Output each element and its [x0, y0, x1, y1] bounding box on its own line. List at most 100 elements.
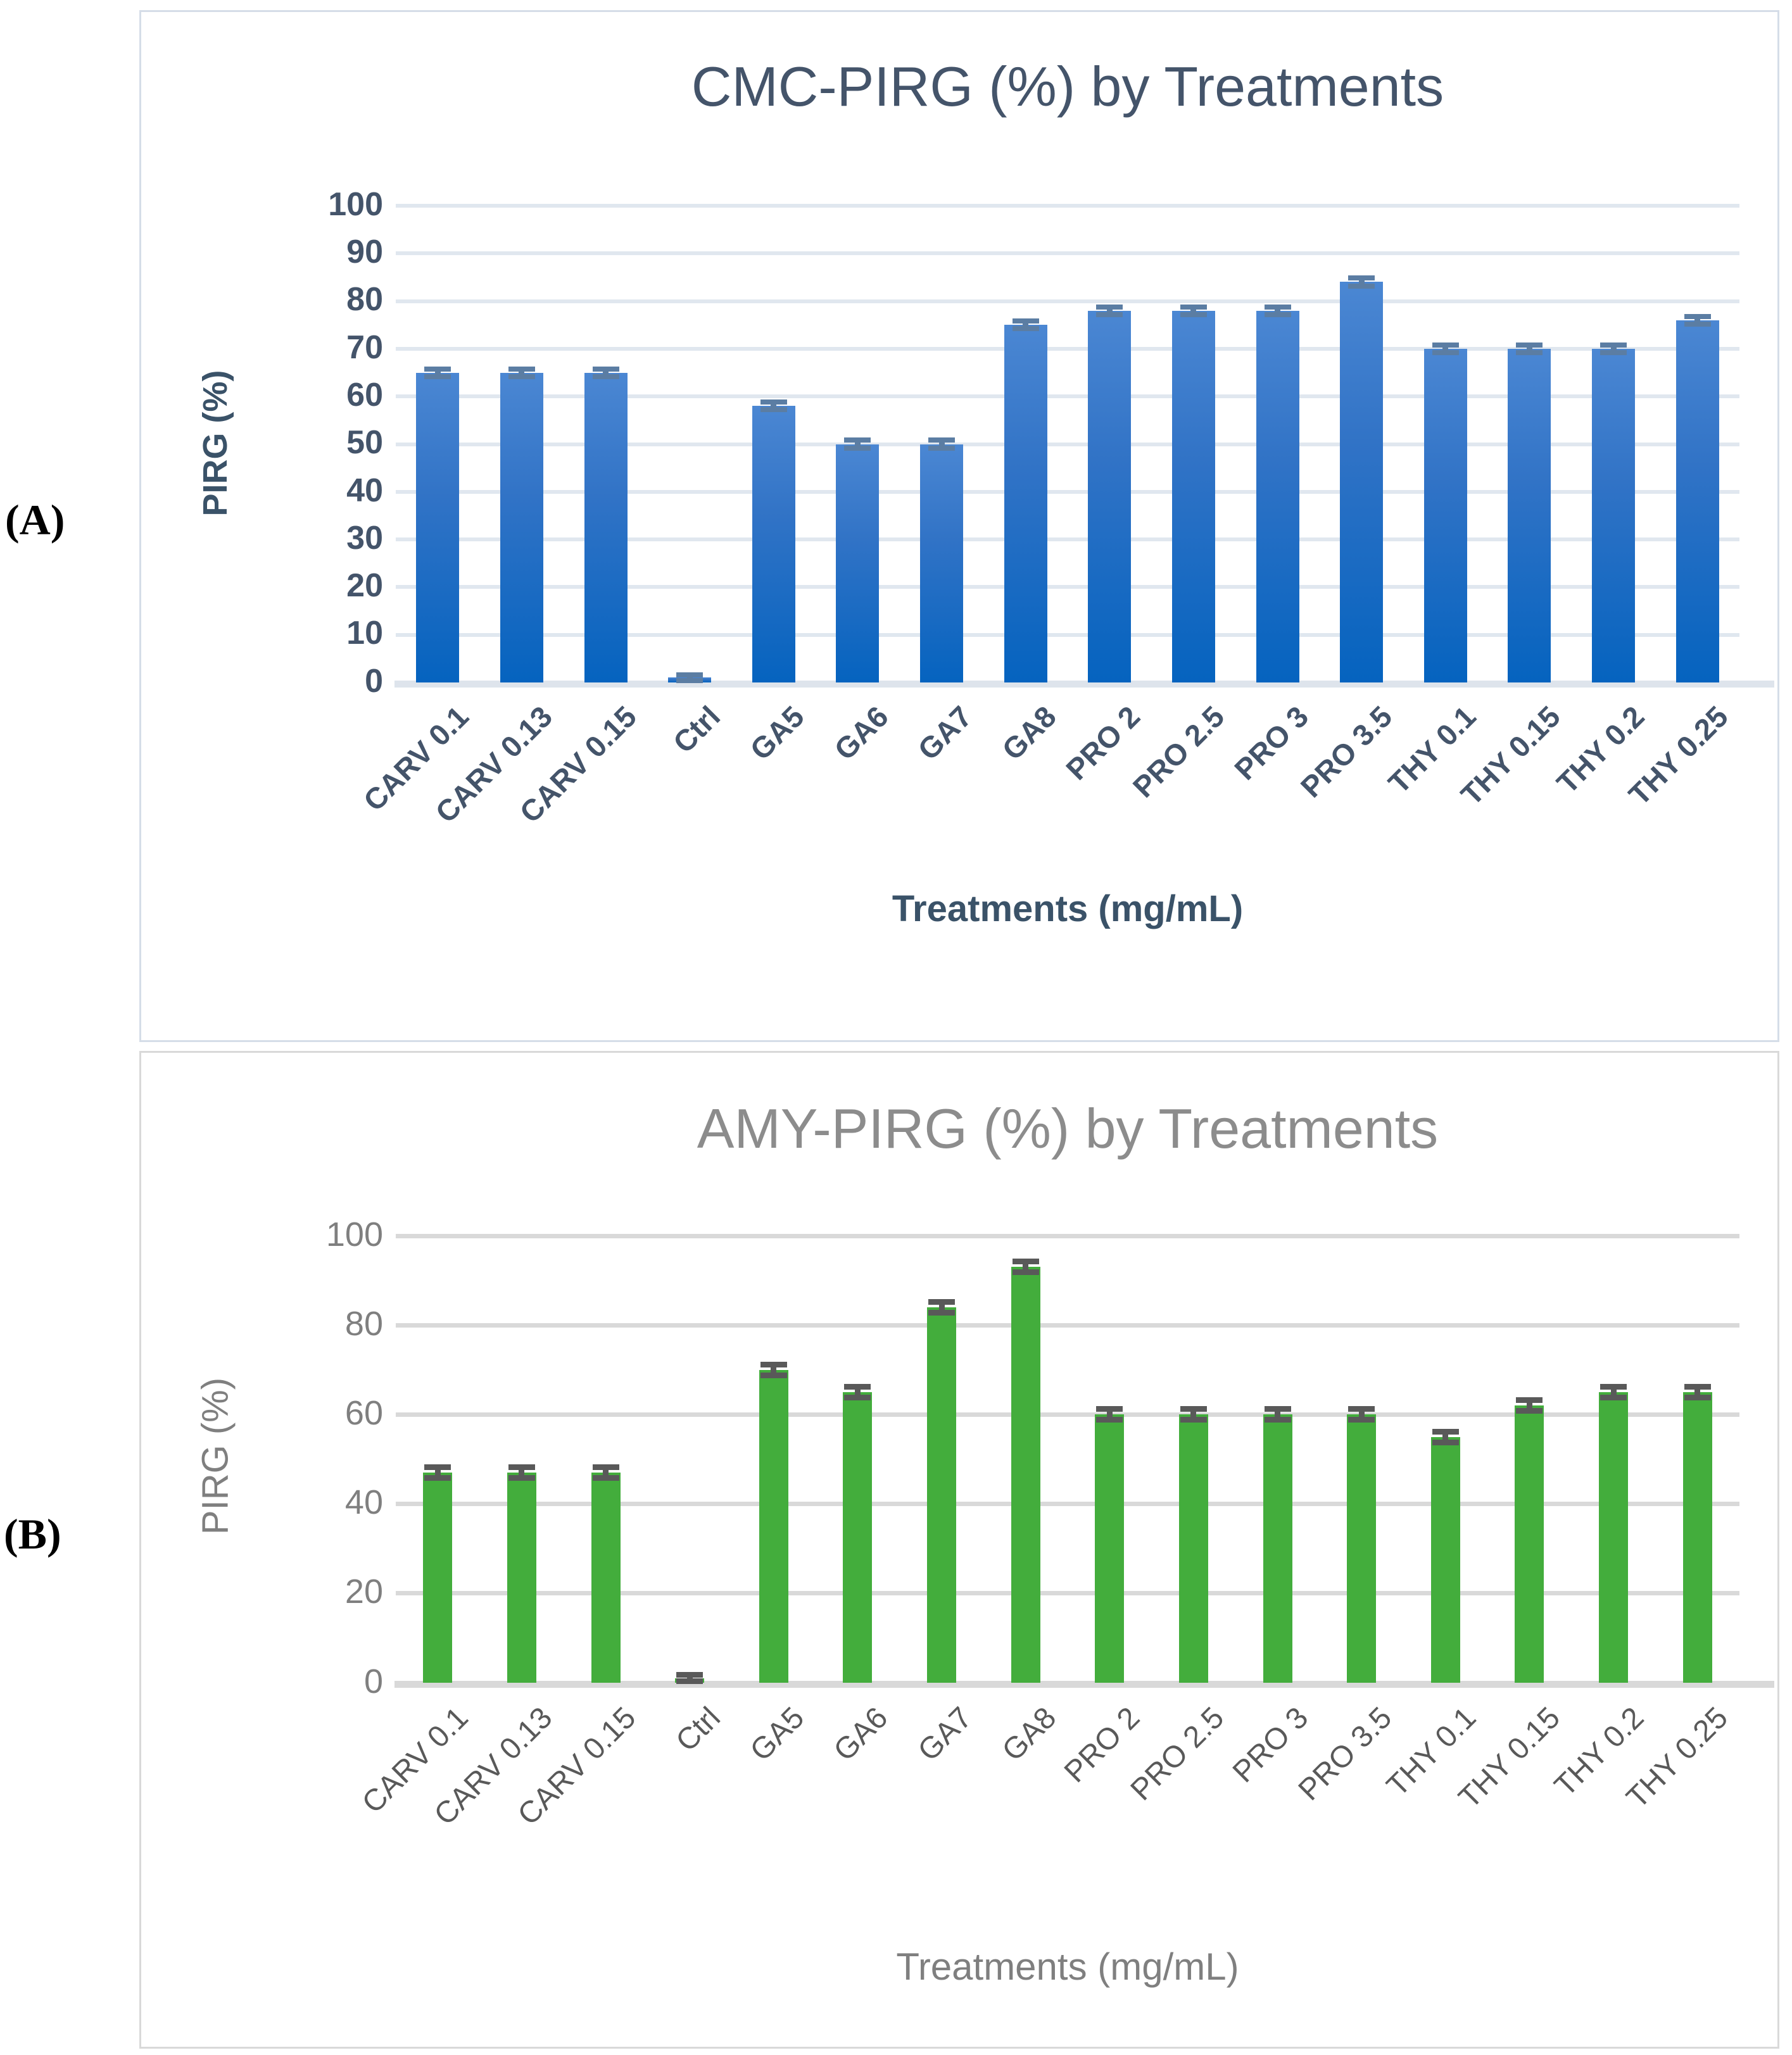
y-tick-label: 50	[346, 424, 383, 462]
cmc-chart-title: CMC-PIRG (%) by Treatments	[691, 55, 1444, 118]
error-bar-cap	[1012, 1259, 1039, 1265]
error-bar-cap	[1600, 349, 1627, 355]
bar-pro-2	[1095, 1414, 1125, 1683]
gridline	[396, 394, 1739, 399]
error-bar-cap	[1432, 1428, 1459, 1435]
error-bar-pro-3-5	[1358, 1409, 1365, 1420]
panel-b-chart-box	[139, 1051, 1779, 2049]
error-bar-cap	[760, 407, 787, 413]
gridline	[396, 299, 1739, 303]
amy-y-axis-title: PIRG (%)	[194, 1377, 236, 1535]
error-bar-thy-0-15	[1526, 344, 1532, 353]
error-bar-cap	[676, 1678, 704, 1685]
error-bar-carv-0-15	[603, 368, 609, 377]
bar-pro-3	[1263, 1414, 1292, 1683]
gridline	[396, 251, 1739, 256]
error-bar-cap	[844, 1395, 871, 1401]
error-bar-cap	[1516, 342, 1543, 348]
error-bar-cap	[1516, 1397, 1543, 1404]
y-tick-label: 60	[344, 1393, 383, 1432]
error-bar-cap	[1180, 304, 1207, 310]
error-bar-pro-2-5	[1190, 1409, 1197, 1420]
x-axis-line	[394, 681, 1774, 688]
error-bar-cap	[508, 1464, 535, 1471]
y-tick-label: 100	[328, 185, 383, 223]
error-bar-carv-0-13	[519, 368, 525, 377]
error-bar-carv-0-1	[434, 1467, 441, 1478]
error-bar-cap	[1264, 311, 1291, 317]
cmc-y-axis-title: PIRG (%)	[196, 370, 234, 517]
bar-thy-0-15	[1508, 348, 1551, 682]
error-bar-ctrl	[686, 674, 693, 681]
bar-ga8	[1011, 1267, 1040, 1683]
bar-ga6	[836, 444, 880, 682]
error-bar-cap	[1348, 1406, 1375, 1412]
error-bar-cap	[1432, 349, 1459, 355]
error-bar-pro-3	[1275, 1409, 1281, 1420]
gridline	[396, 1412, 1739, 1417]
y-tick-label: 80	[346, 281, 383, 318]
error-bar-ga5	[771, 402, 777, 410]
error-bar-cap	[508, 1475, 535, 1481]
error-bar-cap	[1432, 1439, 1459, 1445]
error-bar-carv-0-15	[603, 1467, 609, 1478]
error-bar-cap	[1348, 1417, 1375, 1423]
bar-thy-0-2	[1592, 348, 1636, 682]
error-bar-thy-0-1	[1442, 344, 1449, 353]
error-bar-thy-0-25	[1694, 316, 1701, 324]
bar-ga8	[1004, 325, 1047, 682]
error-bar-cap	[508, 366, 535, 372]
gridline	[396, 1591, 1739, 1596]
y-tick-label: 20	[346, 567, 383, 605]
cmc-x-axis-title: Treatments (mg/mL)	[892, 888, 1244, 929]
bar-pro-2-5	[1178, 1414, 1208, 1683]
error-bar-cap	[760, 1361, 787, 1367]
y-tick-label: 40	[346, 472, 383, 509]
error-bar-pro-2	[1106, 1409, 1113, 1420]
error-bar-cap	[424, 1464, 451, 1471]
error-bar-cap	[1012, 1269, 1039, 1276]
error-bar-cap	[676, 677, 704, 683]
bar-ga7	[920, 444, 964, 682]
error-bar-cap	[424, 374, 451, 379]
y-tick-label: 0	[363, 1662, 383, 1700]
error-bar-cap	[1096, 1417, 1123, 1423]
panel-a-label: (A)	[5, 496, 65, 544]
error-bar-carv-0-13	[519, 1467, 525, 1478]
error-bar-ga7	[938, 440, 945, 448]
error-bar-pro-2	[1106, 306, 1113, 315]
y-tick-label: 10	[346, 615, 383, 652]
y-tick-label: 20	[344, 1573, 383, 1611]
error-bar-cap	[1096, 1406, 1123, 1412]
error-bar-cap	[1432, 342, 1459, 348]
error-bar-pro-3-5	[1358, 278, 1365, 286]
error-bar-cap	[1096, 311, 1123, 317]
error-bar-cap	[1600, 1395, 1627, 1401]
gridline	[396, 585, 1739, 589]
error-bar-cap	[844, 1384, 871, 1390]
y-tick-label: 60	[346, 376, 383, 413]
bar-pro-2	[1088, 310, 1132, 682]
error-bar-cap	[1348, 275, 1375, 281]
amy-x-axis-title: Treatments (mg/mL)	[896, 1945, 1239, 1988]
error-bar-ga6	[854, 440, 861, 448]
bar-carv-0-15	[591, 1473, 621, 1683]
error-bar-cap	[592, 374, 619, 379]
bar-thy-0-2	[1599, 1392, 1629, 1683]
error-bar-ctrl	[686, 1675, 693, 1681]
gridline	[396, 1323, 1739, 1328]
error-bar-thy-0-1	[1442, 1431, 1449, 1443]
error-bar-cap	[760, 399, 787, 405]
bar-ga7	[927, 1307, 957, 1683]
error-bar-cap	[1684, 1395, 1711, 1401]
error-bar-cap	[1012, 318, 1039, 324]
error-bar-cap	[844, 437, 871, 443]
error-bar-thy-0-2	[1610, 344, 1617, 353]
bar-ga5	[759, 1369, 788, 1683]
error-bar-thy-0-2	[1610, 1386, 1617, 1398]
gridline	[396, 632, 1739, 637]
gridline	[396, 537, 1739, 542]
error-bar-cap	[1096, 304, 1123, 310]
bar-pro-2-5	[1171, 310, 1215, 682]
